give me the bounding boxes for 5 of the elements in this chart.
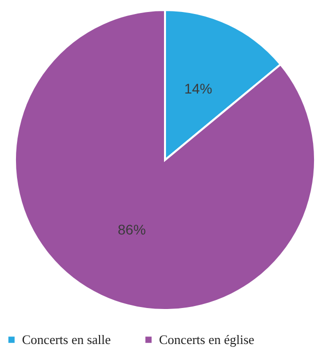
data-label: 86% xyxy=(118,222,146,238)
legend-label: Concerts en église xyxy=(159,332,255,347)
data-label: 14% xyxy=(184,80,212,96)
pie-slice xyxy=(14,9,316,311)
legend-label: Concerts en salle xyxy=(22,332,112,347)
